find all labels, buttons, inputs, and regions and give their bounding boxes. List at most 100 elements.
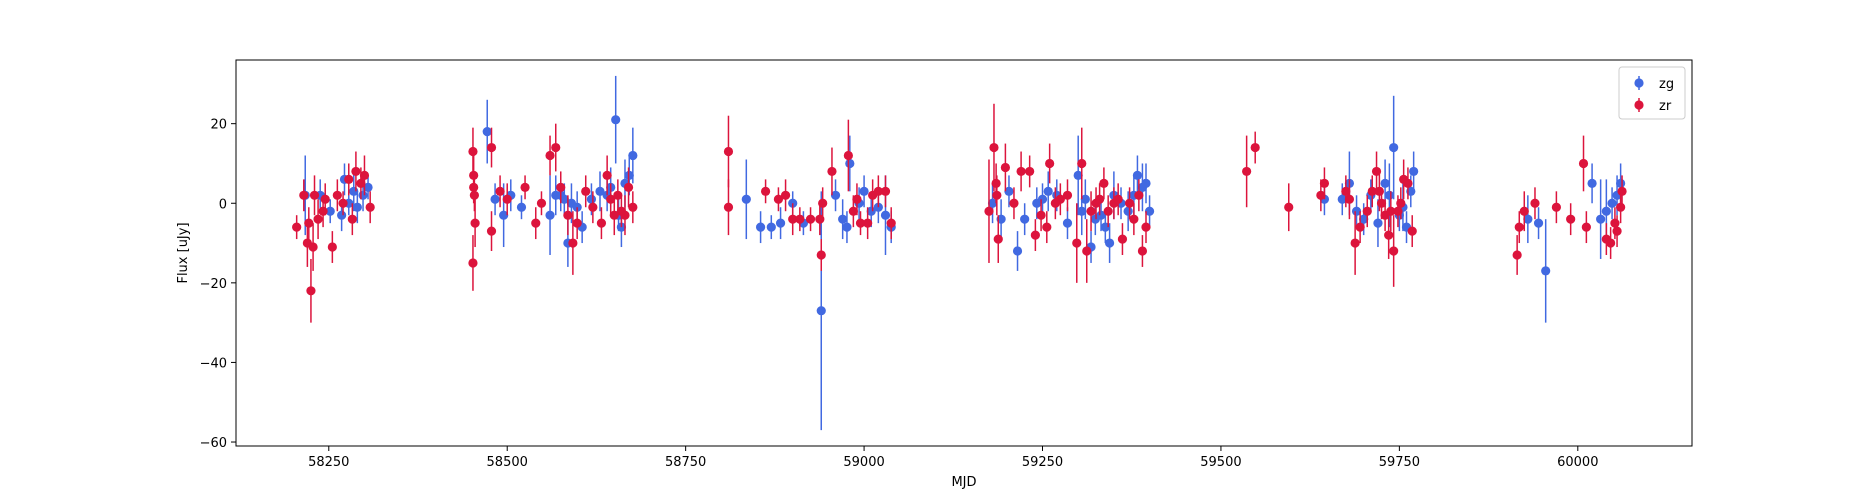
y-tick-label: 0 bbox=[219, 197, 227, 212]
y-axis: −60 −40 −20 0 20 bbox=[200, 118, 236, 451]
data-point bbox=[1134, 190, 1144, 200]
data-point bbox=[1396, 198, 1406, 208]
data-point bbox=[563, 210, 573, 220]
data-point bbox=[1581, 222, 1591, 232]
data-point bbox=[495, 186, 505, 196]
data-point bbox=[320, 194, 330, 204]
data-point bbox=[1612, 226, 1622, 236]
data-point bbox=[775, 218, 786, 228]
data-point bbox=[1105, 238, 1115, 248]
data-point bbox=[1095, 194, 1105, 204]
data-point bbox=[1607, 198, 1617, 208]
legend-marker bbox=[1634, 78, 1644, 88]
data-point bbox=[1113, 194, 1123, 204]
data-point bbox=[1319, 178, 1330, 188]
data-point bbox=[852, 194, 862, 204]
data-point bbox=[588, 202, 598, 212]
data-point bbox=[1025, 166, 1035, 177]
data-point bbox=[863, 218, 873, 228]
data-point bbox=[568, 238, 578, 248]
data-point bbox=[347, 214, 357, 224]
data-point bbox=[1000, 162, 1010, 173]
data-point bbox=[338, 198, 348, 208]
data-point bbox=[1043, 186, 1053, 196]
data-point bbox=[880, 186, 891, 196]
data-point bbox=[848, 206, 858, 216]
data-point bbox=[845, 158, 855, 169]
data-point bbox=[1373, 218, 1383, 228]
data-point bbox=[1042, 222, 1052, 232]
data-point bbox=[516, 202, 527, 212]
data-point bbox=[1080, 194, 1090, 204]
data-point bbox=[470, 218, 480, 228]
data-point bbox=[816, 250, 826, 260]
data-point bbox=[332, 190, 342, 200]
data-point bbox=[1359, 214, 1369, 224]
data-point bbox=[520, 182, 530, 192]
data-point bbox=[755, 222, 766, 232]
data-point bbox=[984, 206, 994, 216]
data-point bbox=[1077, 158, 1087, 169]
data-point bbox=[581, 186, 591, 196]
x-tick-label: 59750 bbox=[1379, 455, 1420, 470]
data-point bbox=[1129, 214, 1139, 224]
data-point bbox=[1355, 222, 1365, 232]
data-point bbox=[818, 198, 828, 208]
data-point bbox=[1073, 170, 1083, 181]
data-layer bbox=[292, 75, 1627, 431]
data-point bbox=[788, 214, 798, 224]
data-point bbox=[595, 186, 605, 196]
data-point bbox=[1132, 170, 1143, 181]
data-point bbox=[766, 222, 776, 232]
data-point bbox=[992, 190, 1002, 200]
data-point bbox=[620, 210, 630, 220]
x-tick-label: 58250 bbox=[308, 455, 349, 470]
data-point bbox=[859, 186, 869, 196]
data-point bbox=[805, 214, 816, 224]
data-point bbox=[502, 194, 512, 204]
data-point bbox=[1566, 214, 1576, 224]
data-point bbox=[1409, 166, 1419, 177]
data-point bbox=[365, 202, 375, 212]
data-point bbox=[843, 150, 853, 161]
data-point bbox=[486, 226, 497, 236]
data-point bbox=[1407, 226, 1417, 236]
data-point bbox=[1045, 158, 1055, 169]
data-point bbox=[723, 202, 734, 212]
data-point bbox=[842, 222, 852, 232]
data-point bbox=[359, 170, 370, 181]
data-point bbox=[1616, 178, 1626, 188]
data-point bbox=[1519, 206, 1529, 216]
data-point bbox=[1141, 222, 1151, 232]
data-point bbox=[773, 194, 784, 204]
data-point bbox=[880, 210, 891, 220]
data-point bbox=[1514, 222, 1524, 232]
data-point bbox=[1350, 238, 1360, 248]
data-point bbox=[1250, 142, 1260, 153]
data-point bbox=[482, 127, 492, 137]
data-point bbox=[308, 242, 318, 252]
data-point bbox=[318, 206, 328, 216]
x-tick-label: 60000 bbox=[1557, 455, 1598, 470]
legend: zg zr bbox=[1618, 66, 1686, 120]
data-point bbox=[1616, 202, 1626, 212]
data-point bbox=[1389, 246, 1399, 256]
data-point bbox=[760, 186, 771, 196]
data-point bbox=[1341, 186, 1351, 196]
data-point bbox=[559, 194, 569, 204]
data-point bbox=[468, 258, 478, 268]
data-point bbox=[1077, 206, 1087, 216]
data-point bbox=[780, 190, 791, 200]
data-point bbox=[1103, 206, 1113, 216]
data-point bbox=[1380, 178, 1390, 188]
data-point bbox=[309, 190, 320, 200]
data-point bbox=[1055, 194, 1065, 204]
data-point bbox=[1016, 166, 1026, 177]
data-point bbox=[1376, 198, 1387, 208]
data-point bbox=[572, 202, 582, 212]
x-tick-label: 59000 bbox=[843, 455, 884, 470]
x-tick-label: 59250 bbox=[1022, 455, 1063, 470]
data-point bbox=[606, 194, 616, 204]
data-point bbox=[1551, 202, 1561, 212]
plot-frame bbox=[235, 59, 1693, 447]
